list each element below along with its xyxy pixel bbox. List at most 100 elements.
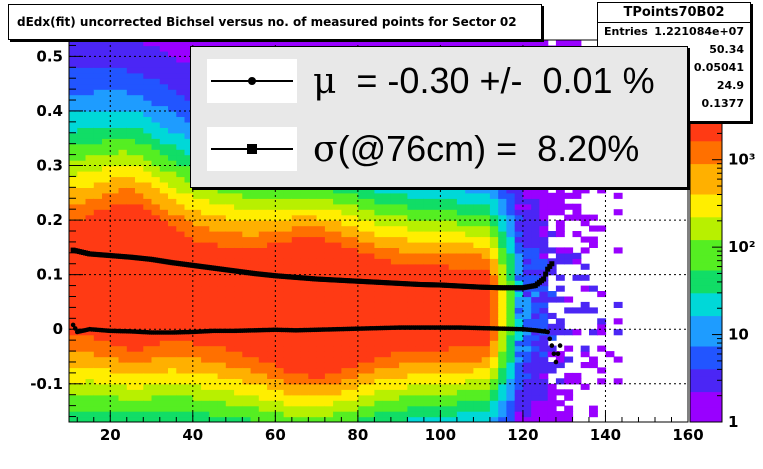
heatmap-cell — [357, 192, 367, 199]
heatmap-cell — [69, 362, 78, 369]
heatmap-cell — [69, 296, 78, 303]
heatmap-cell — [143, 372, 153, 379]
heatmap-cell — [283, 247, 293, 254]
heatmap-cell — [77, 231, 87, 238]
heatmap-cell — [300, 192, 309, 199]
heatmap-cell — [423, 263, 433, 270]
heatmap-cell — [465, 231, 475, 238]
heatmap-cell — [168, 411, 177, 418]
heatmap-cell — [374, 241, 384, 248]
heatmap-cell — [341, 40, 351, 47]
heatmap-cell — [250, 40, 260, 47]
heatmap-cell — [85, 143, 95, 150]
heatmap-cell — [201, 40, 210, 47]
heatmap-cell — [126, 50, 136, 57]
heatmap-cell — [110, 149, 120, 156]
heatmap-cell — [514, 367, 524, 374]
heatmap-cell — [209, 334, 219, 341]
heatmap-cell — [481, 263, 491, 270]
heatmap-cell — [506, 329, 516, 336]
heatmap-cell — [415, 258, 425, 265]
heatmap-cell — [151, 323, 161, 330]
colorbar-segment — [690, 292, 722, 301]
heatmap-cell — [192, 231, 202, 238]
heatmap-cell — [77, 383, 87, 390]
heatmap-cell — [440, 367, 450, 374]
heatmap-cell — [184, 198, 194, 205]
heatmap-cell — [300, 400, 309, 407]
heatmap-cell — [613, 301, 623, 308]
heatmap-cell — [102, 138, 111, 145]
heatmap-cell — [407, 198, 417, 205]
heatmap-cell — [415, 301, 425, 308]
heatmap-cell — [522, 269, 532, 276]
heatmap-cell — [275, 334, 285, 341]
heatmap-cell — [423, 187, 433, 194]
heatmap-cell — [473, 301, 483, 308]
heatmap-cell — [564, 247, 574, 254]
heatmap-cell — [333, 383, 342, 390]
heatmap-cell — [539, 356, 549, 363]
heatmap-cell — [118, 345, 128, 352]
heatmap-cell — [547, 192, 557, 199]
heatmap-cell — [267, 351, 276, 358]
heatmap-cell — [316, 192, 326, 199]
heatmap-cell — [366, 345, 375, 352]
heatmap-cell — [77, 61, 87, 68]
heatmap-cell — [456, 372, 466, 379]
colorbar-segment — [690, 330, 722, 339]
heatmap-cell — [242, 231, 252, 238]
heatmap-cell — [399, 209, 408, 216]
heatmap-cell — [349, 416, 359, 422]
heatmap-cell — [176, 291, 186, 298]
heatmap-cell — [390, 389, 400, 396]
heatmap-cell — [184, 181, 194, 188]
heatmap-cell — [522, 258, 532, 265]
heatmap-cell — [308, 367, 318, 374]
heatmap-cell — [168, 225, 177, 232]
heatmap-cell — [324, 220, 334, 227]
heatmap-cell — [473, 236, 483, 243]
heatmap-cell — [341, 400, 351, 407]
heatmap-cell — [275, 40, 285, 47]
heatmap-cell — [300, 209, 309, 216]
heatmap-cell — [85, 241, 95, 248]
heatmap-cell — [489, 367, 499, 374]
heatmap-cell — [613, 209, 623, 216]
heatmap-cell — [308, 340, 318, 347]
heatmap-cell — [465, 405, 475, 412]
heatmap-cell — [448, 312, 458, 319]
heatmap-cell — [69, 345, 78, 352]
heatmap-cell — [184, 116, 194, 123]
heatmap-cell — [143, 318, 153, 325]
heatmap-cell — [168, 318, 177, 325]
heatmap-cell — [93, 274, 103, 281]
heatmap-cell — [151, 40, 161, 47]
heatmap-cell — [349, 405, 359, 412]
heatmap-cell — [333, 367, 342, 374]
heatmap-cell — [225, 383, 235, 390]
heatmap-cell — [357, 252, 367, 259]
heatmap-cell — [110, 236, 120, 243]
heatmap-cell — [102, 405, 111, 412]
heatmap-cell — [77, 198, 87, 205]
heatmap-cell — [283, 203, 293, 210]
heatmap-cell — [209, 340, 219, 347]
heatmap-cell — [333, 416, 342, 422]
colorbar-segment — [690, 148, 722, 157]
heatmap-cell — [159, 149, 169, 156]
heatmap-cell — [415, 220, 425, 227]
heatmap-cell — [118, 78, 128, 85]
heatmap-cell — [415, 209, 425, 216]
axes: 20 40 60 80 100 120 140 160-0.100.10.20.30.40.5 — [30, 44, 704, 444]
heatmap-cell — [366, 203, 375, 210]
heatmap-cell — [151, 269, 161, 276]
heatmap-cell — [382, 220, 392, 227]
heatmap-cell — [498, 187, 508, 194]
heatmap-cell — [440, 203, 450, 210]
heatmap-cell — [77, 94, 87, 101]
heatmap-cell — [110, 241, 120, 248]
heatmap-cell — [432, 334, 441, 341]
heatmap-cell — [423, 252, 433, 259]
heatmap-cell — [498, 405, 508, 412]
